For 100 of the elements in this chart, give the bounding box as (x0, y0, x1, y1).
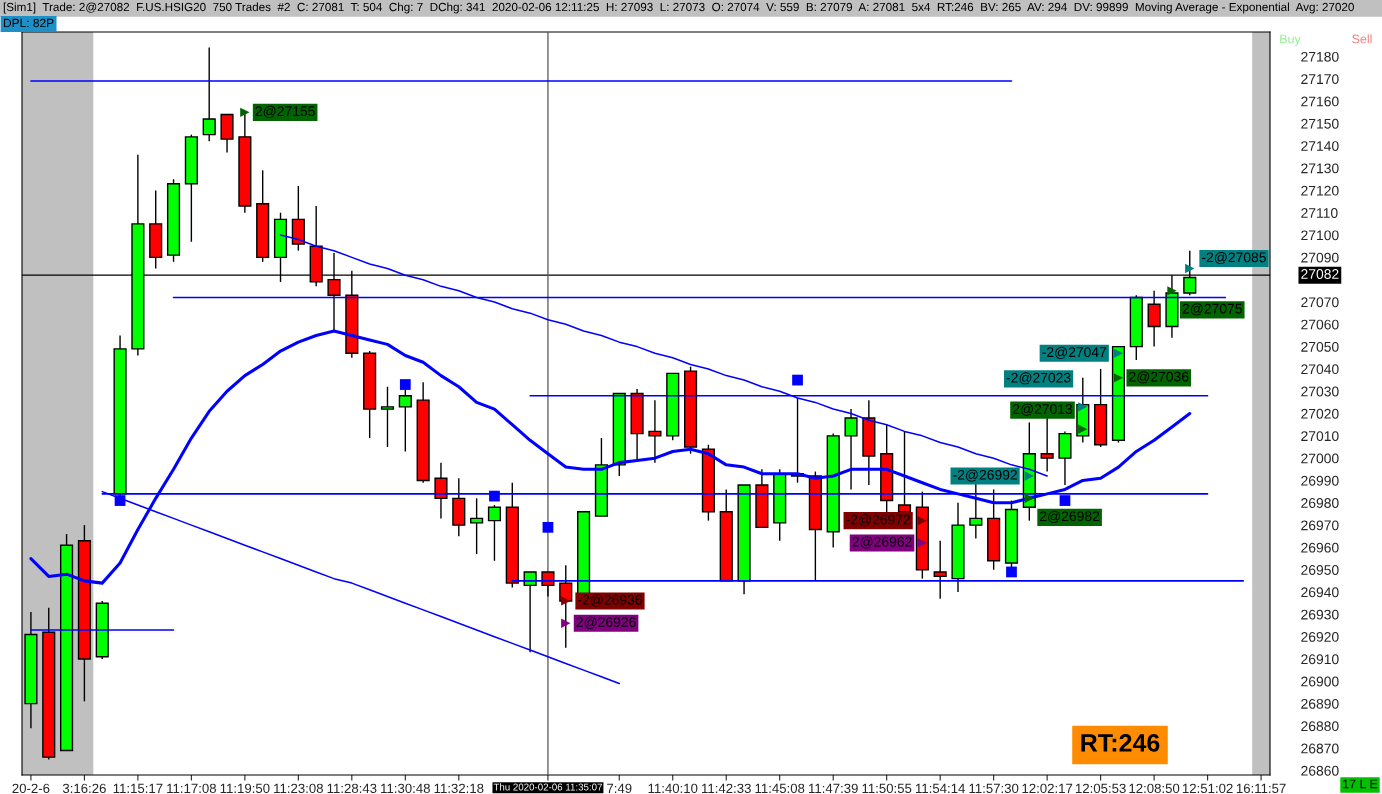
y-tick-label: 26920 (1301, 632, 1339, 642)
x-tick-label: 11:15:17 (113, 783, 163, 794)
point (1185, 263, 1195, 274)
y-tick-label: 26910 (1301, 654, 1339, 665)
data-label: 2@27013 (1012, 403, 1073, 416)
point (1006, 566, 1017, 578)
data-label: -2@26972 (846, 514, 910, 527)
y-tick-label: 27000 (1301, 453, 1339, 464)
x-tick-label: 11:45:08 (755, 783, 805, 794)
y-tick-label: 26880 (1301, 721, 1339, 732)
x-tick-label: 11:50:55 (862, 783, 912, 794)
candlestick (559, 564, 573, 649)
x-tick-label: 11:57:30 (969, 783, 1019, 794)
x-tick-label: 11:42:33 (702, 783, 751, 794)
y-tick-label: 27110 (1301, 208, 1338, 218)
x-tick-label: 3:16:26 (62, 783, 106, 794)
y-tick-label: 26960 (1301, 542, 1339, 553)
y-tick-label: 27100 (1301, 230, 1339, 241)
x-tick-label: 7:49 (607, 783, 632, 794)
point (1167, 286, 1177, 296)
candlestick (470, 497, 484, 555)
data-label: -2@27047 (1042, 346, 1107, 359)
point (917, 538, 927, 548)
point (240, 107, 250, 117)
x-tick-label: 11:30:48 (381, 783, 430, 794)
x-tick-label: Thu 2020-02-06 11:35:07 (493, 783, 602, 791)
x-tick-label: 11:17:08 (167, 783, 216, 794)
point (792, 374, 803, 386)
x-tick-label: 12:51:02 (1182, 783, 1233, 794)
data-label: -2@27085 (1202, 252, 1266, 265)
data-label: -2@26936 (578, 594, 642, 607)
y-tick-label: 27030 (1301, 386, 1339, 397)
data-label: 2@26962 (852, 536, 912, 549)
candlestick (1147, 290, 1161, 348)
y-tick-label: 26900 (1301, 676, 1339, 687)
candlestick (844, 408, 858, 491)
x-tick-label: 11:28:43 (327, 783, 377, 794)
point (1024, 471, 1034, 481)
y-tick-label: 27060 (1301, 319, 1339, 330)
point (1078, 424, 1088, 434)
point (1024, 493, 1034, 503)
x-tick-label: 11:40:10 (648, 783, 698, 794)
y-tick-label: 26950 (1301, 565, 1339, 575)
x-tick-label: 12:08:50 (1129, 783, 1180, 794)
point (561, 618, 571, 628)
data-label: -2@27023 (1006, 372, 1071, 385)
data-label: 2@27155 (255, 105, 315, 118)
candlestick (648, 399, 662, 464)
data-label: 2@26926 (576, 616, 636, 629)
data-label: 2@27075 (1182, 303, 1242, 316)
point (542, 521, 554, 533)
text: Buy (1280, 34, 1301, 46)
point (489, 490, 500, 502)
candlestick (933, 540, 947, 600)
chart-title: [Sim1] Trade: 2@27082 F.US.HSIG20 750 Trades #2 C: 27081 T: 504 Chg: 7 DChg: 341 2020-02-06 12:11:25 H: 27093 L: 27073 O: 27074 V: 559 B: 27079 A: 27081 5x4 RT:246 BV: 265 AV: 294 DV: 99899 Moving Average - Exponential Avg: 27020 (3, 2, 1354, 14)
y-tick-label: 26940 (1301, 587, 1339, 598)
x-tick-label: 20-2-6 (12, 783, 50, 794)
y-tick-label: 27160 (1301, 96, 1339, 107)
point (1059, 495, 1071, 506)
y-tick-label: 27020 (1301, 408, 1339, 419)
x-tick-label: 12:02:17 (1022, 783, 1073, 794)
point (561, 596, 571, 606)
y-tick-label: 27070 (1301, 297, 1339, 308)
ref-line-label: 27082 (1301, 269, 1339, 279)
x-tick-label: 11:19:50 (220, 783, 270, 794)
point (917, 515, 927, 526)
y-tick-label: 26930 (1301, 609, 1339, 620)
y-tick-label: 26970 (1301, 520, 1339, 531)
x-tick-label: 11:47:39 (809, 783, 858, 794)
candlestick (1040, 417, 1054, 473)
y-tick-label: 27150 (1301, 118, 1339, 129)
y-tick-label: 27050 (1301, 341, 1339, 352)
y-tick-label: 27170 (1301, 74, 1339, 85)
y-tick-label: 26870 (1301, 743, 1339, 754)
y-tick-label: 26990 (1301, 475, 1339, 486)
y-tick-label: 27130 (1301, 163, 1339, 174)
x-tick-label: 12:05:53 (1075, 783, 1126, 794)
y-tick-label: 27010 (1301, 431, 1339, 442)
y-tick-label: 27120 (1301, 185, 1339, 196)
chart-subtitle: DPL: 82P (3, 18, 54, 28)
data-label: 2@27036 (1129, 371, 1189, 384)
y-tick-label: 27180 (1301, 51, 1339, 62)
point (114, 495, 126, 506)
y-tick-label: 27140 (1301, 141, 1339, 151)
text: Sell (1352, 34, 1372, 44)
x-tick-label: 11:32:18 (434, 783, 484, 794)
x-tick-label: 11:23:08 (274, 783, 323, 794)
candlestick (202, 46, 216, 143)
point (1113, 373, 1124, 383)
x-tick-label: 16:11:57 (1236, 783, 1286, 794)
point (1078, 402, 1088, 412)
candlestick (487, 504, 502, 562)
y-tick-label: 26890 (1301, 698, 1339, 709)
y-tick-label: 27090 (1301, 252, 1339, 263)
y-tick-label: 27040 (1301, 364, 1339, 375)
point (399, 379, 411, 390)
data-label: 2@26982 (1040, 510, 1100, 523)
x-tick-label: 11:54:14 (915, 783, 965, 794)
annotation: RT:246 (1081, 734, 1160, 752)
text: 17 L E (1343, 779, 1378, 789)
